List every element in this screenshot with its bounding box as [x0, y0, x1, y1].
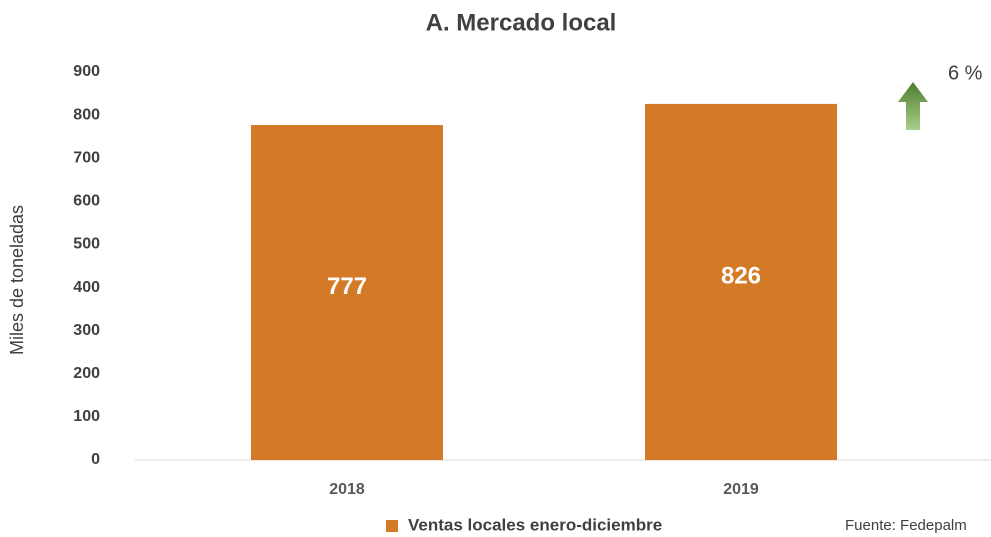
- legend-label: Ventas locales enero-diciembre: [408, 515, 662, 534]
- bar: [645, 103, 837, 460]
- y-axis-label: Miles de toneladas: [7, 205, 27, 355]
- chart-title: A. Mercado local: [426, 9, 617, 36]
- bar: [251, 125, 443, 460]
- y-tick-label: 800: [73, 106, 100, 123]
- annotation: 6 %: [948, 62, 983, 84]
- y-tick-label: 0: [91, 451, 100, 468]
- legend-swatch: [386, 520, 398, 532]
- data-label: 777: [327, 273, 367, 300]
- x-tick-label: 2018: [329, 481, 365, 498]
- y-tick-label: 600: [73, 193, 100, 210]
- y-tick-label: 500: [73, 236, 100, 253]
- source: Fuente: Fedepalm: [845, 517, 967, 534]
- data-label: 826: [721, 262, 761, 289]
- x-tick-label: 2019: [723, 481, 759, 498]
- y-tick-label: 700: [73, 149, 100, 166]
- y-tick-label: 200: [73, 365, 100, 382]
- y-tick-label: 100: [73, 408, 100, 425]
- y-tick-label: 900: [73, 63, 100, 80]
- y-tick-label: 400: [73, 279, 100, 296]
- y-tick-label: 300: [73, 322, 100, 339]
- arrow-up: [898, 82, 928, 130]
